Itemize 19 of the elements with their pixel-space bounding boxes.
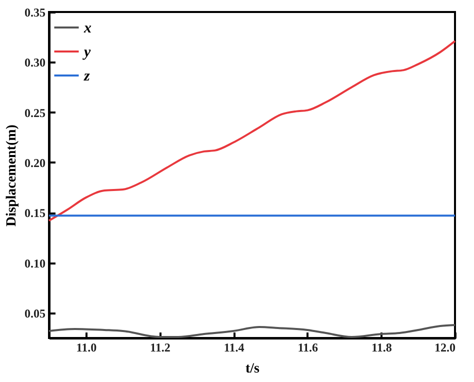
legend-label: z — [83, 68, 90, 84]
line-series — [48, 40, 456, 222]
legend-label: x — [83, 20, 92, 36]
y-tick-label: 0.20 — [24, 156, 46, 170]
y-tick-label: 0.05 — [24, 306, 46, 320]
y-tick-label: 0.15 — [24, 206, 46, 220]
x-tick-label: 12.0 — [434, 340, 456, 354]
y-tick-label: 0.30 — [24, 56, 46, 70]
x-tick-label: 11.4 — [224, 340, 244, 354]
y-tick-label: 0.25 — [24, 106, 46, 120]
x-axis-title: t/s — [246, 362, 260, 376]
x-tick-label: 11.8 — [372, 340, 392, 354]
y-tick-label: 0.35 — [24, 6, 46, 20]
y-axis-title: Displacement(m) — [4, 124, 20, 226]
x-tick-label: 11.0 — [76, 340, 97, 354]
legend-label: y — [82, 44, 91, 60]
x-tick-label: 11.2 — [150, 340, 170, 354]
y-tick-label: 0.10 — [24, 256, 46, 270]
x-tick-label: 11.6 — [298, 340, 318, 354]
